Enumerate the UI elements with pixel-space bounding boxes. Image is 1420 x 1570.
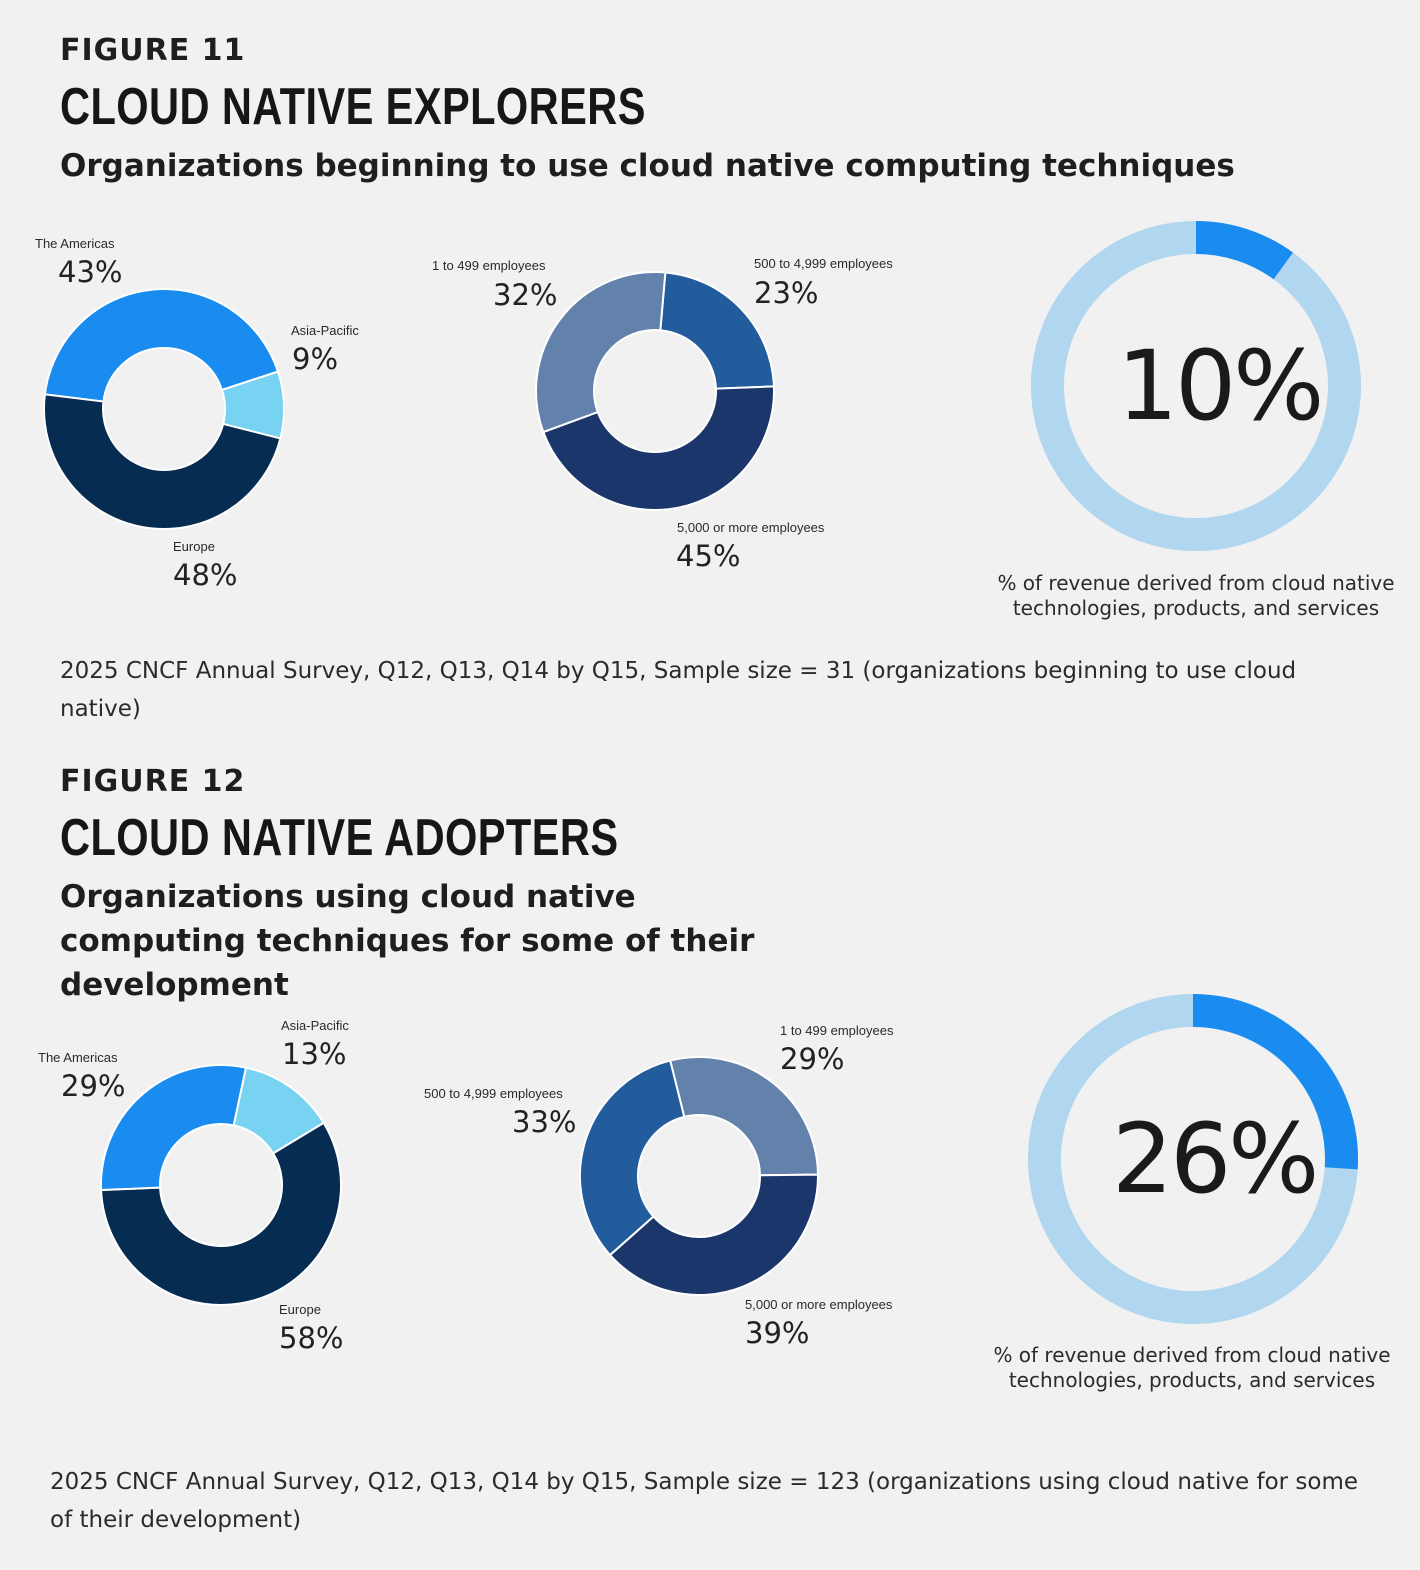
slice-value: 32% [493,278,558,312]
slice-label: Europe [173,539,215,554]
slice-value: 23% [754,276,819,310]
donut-slice-the-americas [100,1064,248,1192]
slice-label: Europe [279,1302,321,1317]
gauge-fill [1196,221,1293,280]
donut-slice-5-000-or-more-employees [542,385,775,511]
slice-value: 58% [279,1321,344,1355]
donut-slice-500-to-4-999-employees [659,271,775,390]
slice-value: 33% [512,1105,577,1139]
slice-label: The Americas [38,1050,118,1065]
slice-label: Asia-Pacific [291,323,359,338]
slice-value: 43% [58,255,123,289]
figure-title: CLOUD NATIVE EXPLORERS [60,78,646,136]
source-note: 2025 CNCF Annual Survey, Q12, Q13, Q14 b… [60,658,1297,722]
slice-label: 500 to 4,999 employees [424,1086,563,1101]
donut-slice-europe [100,1121,342,1306]
slice-label: 1 to 499 employees [432,258,546,273]
figure-number: FIGURE 11 [60,33,246,68]
gauge-value: 10% [1117,330,1324,442]
slice-label: 5,000 or more employees [745,1297,893,1312]
figure-number: FIGURE 12 [60,764,246,799]
slice-label: 5,000 or more employees [677,520,825,535]
slice-value: 13% [282,1037,347,1071]
slice-label: The Americas [35,236,115,251]
donut-slice-500-to-4-999-employees [579,1059,686,1257]
slice-value: 48% [173,558,238,592]
gauge-caption: % of revenue derived from cloud native t… [993,1343,1391,1392]
gauge-fill [1193,994,1358,1170]
donut-slice-5-000-or-more-employees [608,1173,819,1296]
revenue-gauge-chart [1027,994,1358,1324]
slice-value: 29% [61,1069,126,1103]
slice-value: 45% [676,539,741,573]
donut-slice-1-to-499-employees [535,271,667,434]
gauge-caption: % of revenue derived from cloud native t… [997,571,1395,620]
slice-value: 9% [292,342,339,376]
region-donut-chart [43,288,285,530]
slice-value: 29% [780,1042,845,1076]
figure-subtitle: Organizations beginning to use cloud nat… [60,148,1235,184]
figure-title: CLOUD NATIVE ADOPTERS [60,809,619,867]
slice-label: Asia-Pacific [281,1018,349,1033]
region-donut-chart [100,1064,342,1306]
gauge-value: 26% [1112,1103,1319,1215]
revenue-gauge-chart [1030,221,1361,551]
slice-value: 39% [745,1316,810,1350]
donut-slice-1-to-499-employees [668,1056,820,1177]
donut-slice-europe [43,393,282,530]
org-size-donut-chart [535,271,775,511]
slice-label: 500 to 4,999 employees [754,256,893,271]
source-note: 2025 CNCF Annual Survey, Q12, Q13, Q14 b… [50,1469,1359,1533]
slice-label: 1 to 499 employees [780,1023,894,1038]
figure-subtitle: Organizations using cloud native computi… [60,879,755,1003]
org-size-donut-chart [579,1056,820,1296]
donut-slice-the-americas [43,288,280,403]
